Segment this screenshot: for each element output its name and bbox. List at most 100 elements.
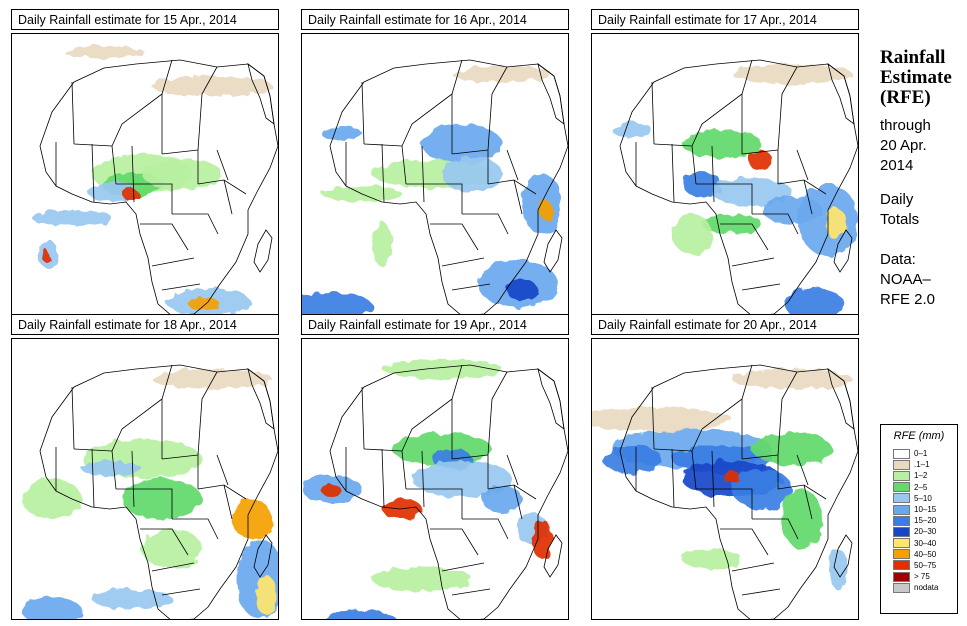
africa-map xyxy=(612,59,858,314)
country-border xyxy=(111,145,117,185)
country-border xyxy=(363,448,403,452)
legend-item: 15–20 xyxy=(881,515,957,526)
country-border xyxy=(711,145,715,203)
country-border xyxy=(803,484,813,520)
country-border xyxy=(777,371,798,456)
country-border xyxy=(91,448,95,508)
legend-swatch xyxy=(893,582,910,593)
country-border xyxy=(131,145,135,203)
madagascar-outline xyxy=(253,534,273,578)
rainfall-area xyxy=(232,499,272,539)
africa-coastline xyxy=(329,59,568,314)
country-border xyxy=(671,143,675,203)
country-border xyxy=(197,66,218,151)
red-sea-coastline xyxy=(827,63,855,125)
country-border xyxy=(796,149,809,181)
date-line-1: 20 Apr. xyxy=(880,137,927,154)
rainfall-area xyxy=(256,575,276,615)
rainfall-layer xyxy=(612,64,858,314)
country-border xyxy=(803,179,813,215)
country-border xyxy=(161,364,173,400)
rainfall-area xyxy=(412,461,512,497)
country-border xyxy=(151,257,195,267)
date-line-2: 2014 xyxy=(880,157,914,174)
country-border xyxy=(381,448,385,508)
rainfall-area xyxy=(142,529,202,569)
country-border xyxy=(216,149,229,181)
rainfall-area xyxy=(22,479,82,519)
africa-map xyxy=(302,59,568,314)
rainfall-area xyxy=(592,407,732,431)
legend-swatch xyxy=(893,470,910,481)
country-border xyxy=(161,59,173,95)
rainfall-map xyxy=(11,338,279,620)
country-border xyxy=(71,386,75,450)
country-border xyxy=(73,448,113,452)
rainfall-area xyxy=(152,76,272,96)
source-line-1: NOAA– xyxy=(880,271,931,288)
rainfall-area xyxy=(828,549,848,589)
country-border xyxy=(451,454,489,460)
country-border xyxy=(731,257,775,267)
rainfall-area xyxy=(532,519,552,559)
country-border xyxy=(691,450,697,490)
legend-item: > 75 xyxy=(881,571,957,582)
rainfall-area xyxy=(732,64,852,84)
country-border xyxy=(401,145,407,185)
country-border xyxy=(441,257,485,267)
title-line-1: Rainfall xyxy=(880,47,946,68)
legend-item: 0–1 xyxy=(881,448,957,459)
legend-swatch xyxy=(893,448,910,459)
totals-label: Totals xyxy=(880,211,920,228)
rainfall-layer xyxy=(302,66,562,314)
country-border xyxy=(73,143,113,147)
panel-title: Daily Rainfall estimate for 18 Apr., 201… xyxy=(11,314,279,335)
rainfall-area xyxy=(372,222,392,266)
country-border xyxy=(451,364,463,400)
country-border xyxy=(506,454,519,486)
country-border xyxy=(401,450,407,490)
rainfall-area xyxy=(612,122,652,138)
country-border xyxy=(513,179,523,215)
country-border xyxy=(430,223,479,251)
rainfall-area xyxy=(540,200,552,220)
legend-swatch xyxy=(893,549,910,560)
africa-coastline xyxy=(39,59,278,314)
country-border xyxy=(172,213,219,235)
legend-label: > 75 xyxy=(914,572,930,582)
country-border xyxy=(691,93,743,147)
legend-item: 2–5 xyxy=(881,482,957,493)
country-border xyxy=(487,371,508,456)
red-sea-coastline xyxy=(827,368,855,430)
country-border xyxy=(421,145,425,203)
red-sea-coastline xyxy=(537,63,565,125)
panel-title: Daily Rainfall estimate for 15 Apr., 201… xyxy=(11,9,279,30)
country-border xyxy=(741,59,753,95)
country-border xyxy=(741,149,779,155)
rainfall-area xyxy=(482,485,522,513)
legend-swatch xyxy=(893,459,910,470)
country-border xyxy=(71,81,75,145)
country-border xyxy=(421,450,425,508)
totals-block: Daily Totals xyxy=(880,190,919,230)
country-border xyxy=(430,528,479,556)
source-line-2: RFE 2.0 xyxy=(880,291,936,308)
country-border xyxy=(513,484,523,520)
red-sea-coastline xyxy=(247,368,275,430)
legend-item: 50–75 xyxy=(881,560,957,571)
country-border xyxy=(720,528,769,556)
country-border xyxy=(442,183,463,214)
legend-label: 40–50 xyxy=(914,549,937,559)
legend-swatch xyxy=(893,482,910,493)
country-border xyxy=(401,398,453,452)
rainfall-layer xyxy=(32,46,272,314)
legend-item: 5–10 xyxy=(881,493,957,504)
product-title: Rainfall Estimate (RFE) xyxy=(880,48,952,108)
country-border xyxy=(653,143,693,147)
legend-label: 15–20 xyxy=(914,516,937,526)
country-border xyxy=(140,528,189,556)
legend-item: 40–50 xyxy=(881,549,957,560)
data-label: Data: xyxy=(880,251,916,268)
rainfall-map xyxy=(591,33,859,315)
country-border xyxy=(711,450,715,508)
